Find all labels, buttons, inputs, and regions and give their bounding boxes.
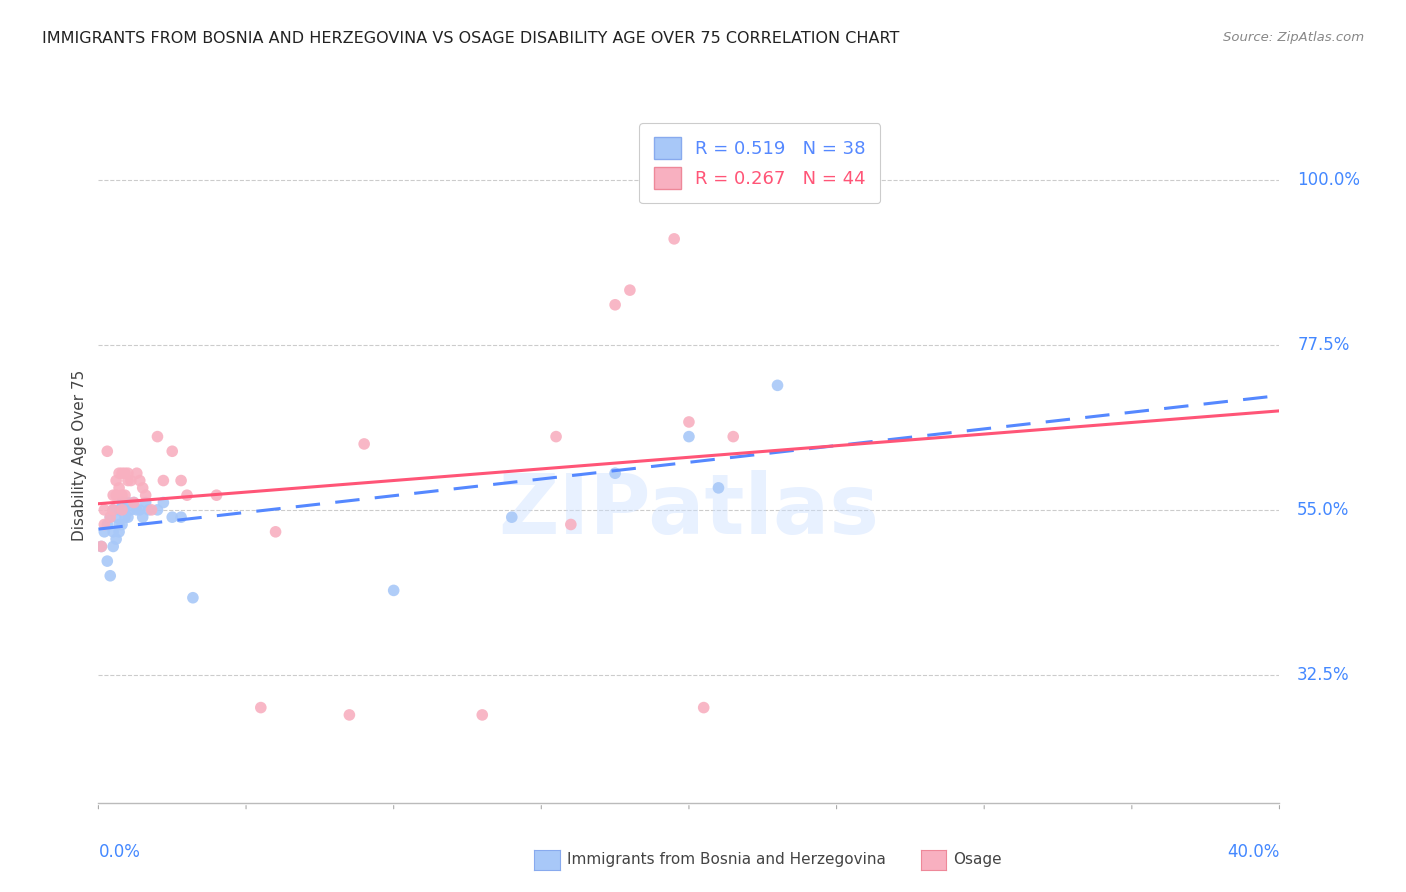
Text: 0.0%: 0.0% xyxy=(98,843,141,861)
Point xyxy=(693,700,716,714)
Point xyxy=(146,429,169,443)
Point xyxy=(108,467,131,481)
Point xyxy=(176,488,198,502)
Point xyxy=(96,517,118,532)
Point xyxy=(382,583,405,598)
Point xyxy=(96,554,118,568)
Point xyxy=(111,495,134,509)
Point xyxy=(117,510,139,524)
Point xyxy=(120,503,142,517)
Point xyxy=(353,437,375,451)
Point xyxy=(114,503,136,517)
Point xyxy=(664,232,686,246)
Text: 100.0%: 100.0% xyxy=(1298,171,1360,189)
Point xyxy=(96,444,118,458)
Point xyxy=(98,510,121,524)
Point xyxy=(103,503,125,517)
Point xyxy=(544,429,567,443)
Point xyxy=(114,488,136,502)
Point xyxy=(619,283,641,297)
Point xyxy=(117,495,139,509)
Point xyxy=(103,488,125,502)
Point xyxy=(560,517,582,532)
Point xyxy=(125,503,148,517)
Point xyxy=(111,517,134,532)
Point xyxy=(125,467,148,481)
Text: 40.0%: 40.0% xyxy=(1227,843,1279,861)
Point xyxy=(108,481,131,495)
Y-axis label: Disability Age Over 75: Disability Age Over 75 xyxy=(72,369,87,541)
Point xyxy=(103,503,125,517)
Text: IMMIGRANTS FROM BOSNIA AND HERZEGOVINA VS OSAGE DISABILITY AGE OVER 75 CORRELATI: IMMIGRANTS FROM BOSNIA AND HERZEGOVINA V… xyxy=(42,31,900,46)
Point xyxy=(128,474,150,488)
Point xyxy=(181,591,204,605)
Point xyxy=(135,488,157,502)
Point xyxy=(205,488,228,502)
Text: 55.0%: 55.0% xyxy=(1298,500,1350,519)
Point xyxy=(90,540,112,554)
Point xyxy=(132,481,155,495)
Point xyxy=(721,429,744,443)
Point xyxy=(105,510,128,524)
Text: Immigrants from Bosnia and Herzegovina: Immigrants from Bosnia and Herzegovina xyxy=(567,853,886,867)
Point xyxy=(103,524,125,539)
Point xyxy=(120,474,142,488)
Point xyxy=(93,524,115,539)
Text: Source: ZipAtlas.com: Source: ZipAtlas.com xyxy=(1223,31,1364,45)
Point xyxy=(122,495,145,509)
Point xyxy=(605,298,627,312)
Point xyxy=(501,510,523,524)
Point xyxy=(105,474,128,488)
Point xyxy=(678,429,700,443)
Point xyxy=(141,503,163,517)
Point xyxy=(138,503,160,517)
Point xyxy=(98,568,121,582)
Point xyxy=(146,503,169,517)
Point xyxy=(135,495,157,509)
Point xyxy=(170,474,193,488)
Legend: R = 0.519   N = 38, R = 0.267   N = 44: R = 0.519 N = 38, R = 0.267 N = 44 xyxy=(640,123,880,203)
Point xyxy=(132,510,155,524)
Point xyxy=(108,503,131,517)
Point xyxy=(111,467,134,481)
Point xyxy=(108,524,131,539)
Point xyxy=(264,524,287,539)
Point xyxy=(250,700,273,714)
Point xyxy=(111,488,134,502)
Point xyxy=(152,495,174,509)
Point xyxy=(114,510,136,524)
Text: 32.5%: 32.5% xyxy=(1298,665,1350,683)
Point xyxy=(152,474,174,488)
Point xyxy=(766,378,789,392)
Point xyxy=(337,707,360,722)
Point xyxy=(605,467,627,481)
Point xyxy=(162,510,183,524)
Point xyxy=(162,444,183,458)
Text: Osage: Osage xyxy=(953,853,1002,867)
Point xyxy=(98,510,121,524)
Point xyxy=(122,495,145,509)
Point xyxy=(678,415,700,429)
Point xyxy=(117,467,139,481)
Point xyxy=(117,474,139,488)
Point xyxy=(108,517,131,532)
Point xyxy=(111,503,134,517)
Point xyxy=(103,540,125,554)
Point xyxy=(93,517,115,532)
Point xyxy=(471,707,494,722)
Point xyxy=(90,540,112,554)
Point xyxy=(170,510,193,524)
Point xyxy=(105,532,128,546)
Point xyxy=(707,481,730,495)
Point xyxy=(93,503,115,517)
Point xyxy=(114,467,136,481)
Text: 77.5%: 77.5% xyxy=(1298,336,1350,354)
Text: ZIPatlas: ZIPatlas xyxy=(499,470,879,551)
Point xyxy=(105,488,128,502)
Point xyxy=(128,503,150,517)
